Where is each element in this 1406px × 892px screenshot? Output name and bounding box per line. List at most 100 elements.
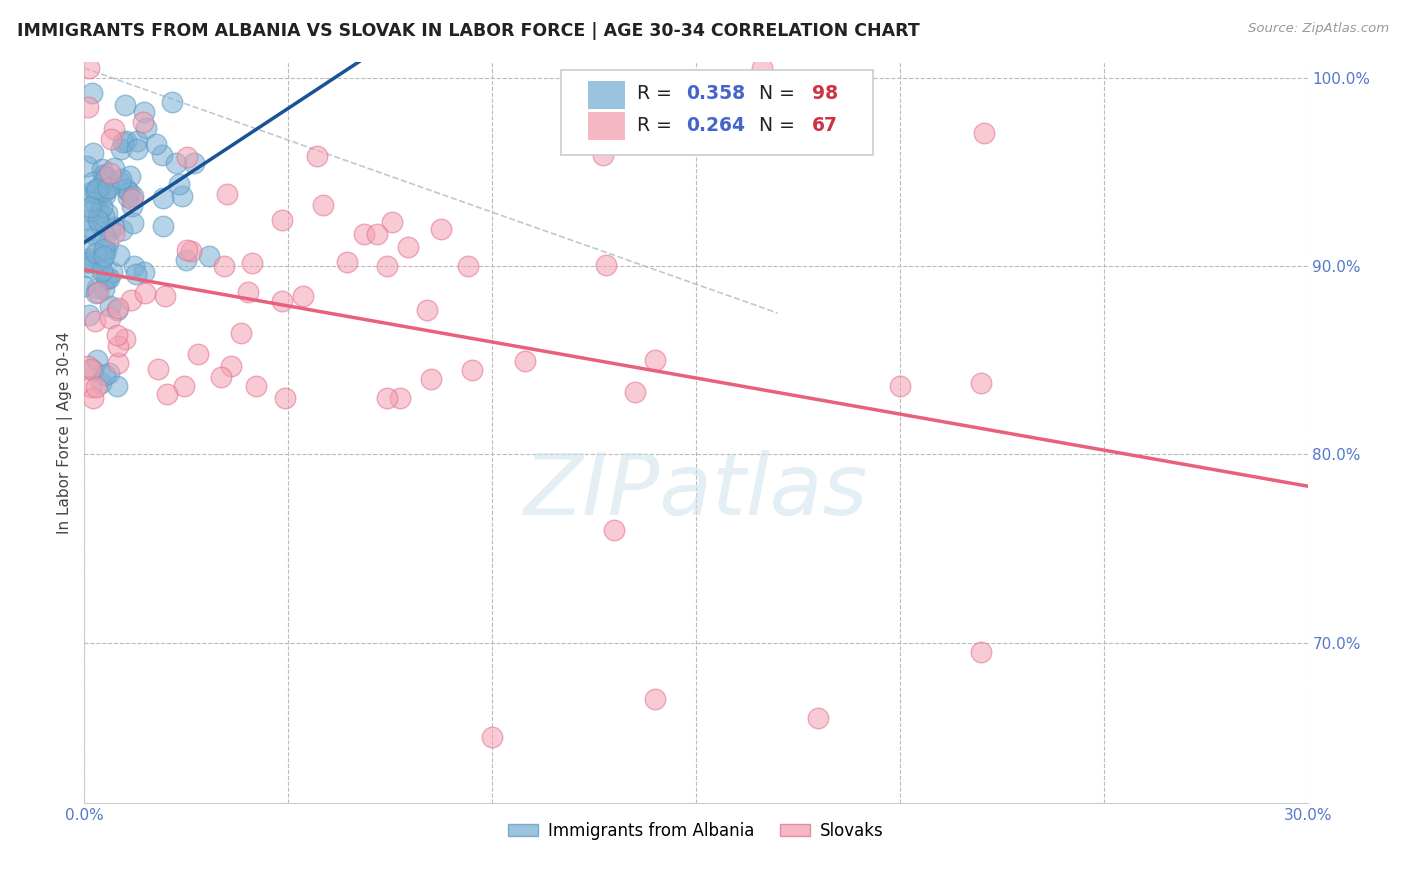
Point [82, 391, 104, 405]
Point [270, 293, 292, 308]
Point [89, 206, 111, 220]
Point [97, 235, 120, 249]
Point [86, 186, 108, 200]
Point [76, 252, 98, 266]
Point [90, 264, 112, 278]
Point [75, 239, 97, 253]
Point [121, 199, 143, 213]
Point [366, 227, 388, 241]
Point [103, 220, 125, 235]
Point [98, 300, 121, 314]
Text: R =: R = [637, 84, 678, 103]
Point [180, 244, 202, 259]
Point [76, 255, 98, 269]
Point [86, 286, 108, 301]
Point [73, 279, 96, 293]
Point [970, 645, 993, 659]
Point [173, 379, 195, 393]
Text: Source: ZipAtlas.com: Source: ZipAtlas.com [1249, 22, 1389, 36]
Point [114, 332, 136, 346]
Point [93, 249, 115, 263]
Legend: Immigrants from Albania, Slovaks: Immigrants from Albania, Slovaks [502, 815, 890, 847]
Point [77, 308, 100, 322]
Point [87, 212, 110, 227]
Point [145, 136, 167, 151]
Text: IMMIGRANTS FROM ALBANIA VS SLOVAK IN LABOR FORCE | AGE 30-34 CORRELATION CHART: IMMIGRANTS FROM ALBANIA VS SLOVAK IN LAB… [17, 22, 920, 40]
Text: N =: N = [748, 116, 801, 135]
Point [105, 379, 128, 393]
Point [103, 161, 125, 175]
Point [122, 259, 145, 273]
Point [108, 247, 131, 261]
Point [183, 156, 205, 170]
Point [156, 387, 179, 401]
Point [127, 134, 149, 148]
Point [209, 370, 232, 384]
Point [103, 226, 125, 240]
Point [101, 265, 124, 279]
Point [97, 178, 120, 192]
Point [93, 184, 115, 198]
Point [270, 212, 292, 227]
Point [751, 61, 773, 75]
Point [416, 303, 439, 318]
Point [98, 222, 121, 236]
Point [89, 256, 111, 270]
Point [105, 302, 128, 317]
Point [152, 191, 174, 205]
Point [117, 190, 139, 204]
Point [970, 376, 993, 390]
Point [77, 359, 100, 374]
Point [889, 379, 911, 393]
Point [87, 186, 110, 201]
Point [107, 356, 129, 370]
Point [82, 146, 104, 161]
Point [396, 240, 419, 254]
Point [167, 178, 190, 192]
Point [115, 134, 138, 148]
Point [93, 168, 115, 182]
Point [132, 114, 155, 128]
Point [274, 391, 297, 405]
Point [336, 255, 359, 269]
Point [79, 200, 101, 214]
Point [97, 366, 120, 380]
Point [84, 246, 107, 260]
Point [110, 174, 132, 188]
Text: 0.358: 0.358 [686, 84, 745, 103]
Point [96, 272, 118, 286]
Point [86, 353, 108, 368]
Text: 98: 98 [813, 84, 838, 103]
Point [150, 148, 173, 162]
Point [96, 243, 118, 257]
Point [94, 188, 117, 202]
Point [82, 175, 104, 189]
Point [245, 378, 267, 392]
Point [82, 362, 104, 376]
Point [307, 149, 329, 163]
Point [114, 182, 136, 196]
Point [807, 711, 830, 725]
Point [114, 98, 136, 112]
Point [134, 264, 156, 278]
Point [77, 100, 100, 114]
Point [105, 327, 128, 342]
Point [174, 252, 197, 267]
Point [97, 181, 120, 195]
Point [80, 361, 103, 376]
Point [86, 182, 108, 196]
Point [973, 126, 995, 140]
Point [77, 255, 100, 269]
Point [83, 227, 105, 242]
Point [231, 326, 253, 340]
Point [111, 223, 134, 237]
Point [135, 120, 157, 135]
Point [481, 730, 503, 744]
Point [82, 204, 104, 219]
Point [107, 301, 129, 315]
Point [644, 353, 666, 368]
Point [77, 61, 100, 75]
Point [77, 260, 100, 275]
Point [80, 86, 103, 100]
Point [103, 122, 125, 136]
